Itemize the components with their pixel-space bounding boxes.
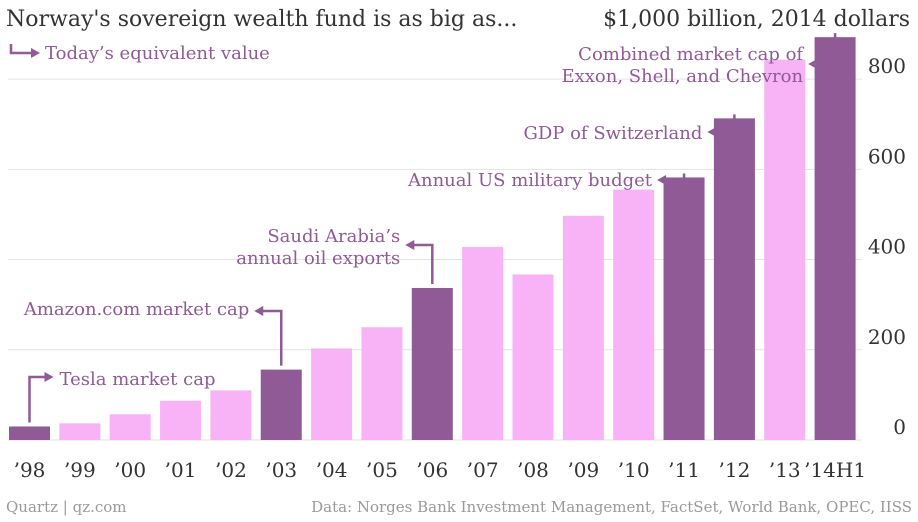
unit-label: $1,000 billion, 2014 dollars	[603, 7, 910, 32]
x-axis: ’98 ’99 ’00 ’01 ’02 ’03 ’04 ’05 ’06 ’07 ’08 ’09 ’10 ’…	[14, 458, 866, 482]
x-tick-label: ’05	[366, 458, 398, 482]
x-tick-label: ’07	[467, 458, 499, 482]
bar	[210, 390, 252, 440]
annotation-label: GDP of Switzerland	[523, 123, 702, 144]
legend-arrow-icon	[9, 44, 33, 55]
x-tick-label: ’09	[567, 458, 599, 482]
arrowhead-icon	[657, 175, 667, 185]
bar	[462, 246, 504, 440]
annotation-leader	[664, 173, 686, 182]
bars	[9, 37, 856, 441]
x-tick-label: ’02	[215, 458, 247, 482]
x-tick-label: ’00	[114, 458, 146, 482]
arrowhead-icon	[707, 127, 717, 137]
annotation-leader	[714, 114, 736, 134]
footer-source: Data: Norges Bank Investment Management,…	[311, 498, 912, 516]
x-tick-label: ’01	[165, 458, 197, 482]
bar	[764, 59, 806, 441]
annotations: Tesla market cap Amazon.com market cap Sau…	[23, 33, 837, 423]
x-tick-label: ’98	[14, 458, 46, 482]
x-tick-label: ’99	[64, 458, 96, 482]
bar	[613, 189, 655, 440]
annotation-leader	[412, 243, 434, 284]
bar	[512, 274, 554, 440]
legend-label: Today’s equivalent value	[45, 43, 270, 64]
x-tick-label: ’14H1	[804, 458, 866, 482]
annotation-label: Saudi Arabia’s	[267, 226, 400, 247]
legend: Today’s equivalent value	[9, 43, 270, 64]
annotation-label: Combined market cap of	[578, 44, 804, 65]
arrowhead-icon	[405, 240, 415, 250]
annotation-label: Exxon, Shell, and Chevron	[561, 66, 803, 87]
arrowhead-icon	[254, 306, 264, 316]
annotation-label: Amazon.com market cap	[23, 299, 249, 320]
y-axis: 0 200 400 600 800	[868, 54, 906, 439]
bar	[663, 177, 705, 440]
x-tick-label: ’03	[265, 458, 297, 482]
y-tick-label: 200	[868, 325, 906, 349]
bar	[9, 426, 50, 440]
bar	[814, 37, 856, 440]
y-tick-label: 400	[868, 235, 906, 259]
x-tick-label: ’12	[718, 458, 750, 482]
bar	[411, 287, 453, 440]
x-tick-label: ’06	[416, 458, 448, 482]
bar	[260, 369, 302, 440]
y-tick-label: 600	[868, 144, 906, 168]
x-tick-label: ’10	[618, 458, 650, 482]
x-tick-label: ’13	[769, 458, 801, 482]
arrowhead-icon	[808, 59, 818, 69]
bar	[562, 215, 604, 440]
y-tick-label: 800	[868, 54, 906, 78]
footer-credit: Quartz | qz.com	[6, 498, 127, 516]
annotation-label: Annual US military budget	[407, 170, 653, 191]
annotation-label: Tesla market cap	[60, 369, 216, 390]
arrowhead-icon	[44, 372, 54, 382]
x-tick-label: ’08	[517, 458, 549, 482]
x-tick-label: ’11	[668, 458, 700, 482]
bar	[160, 400, 202, 440]
chart-title: Norway's sovereign wealth fund is as big…	[6, 7, 517, 32]
annotation-label: annual oil exports	[236, 248, 400, 269]
bar	[59, 423, 101, 440]
annotation-leader	[261, 309, 283, 366]
legend-arrowhead-icon	[31, 48, 40, 58]
bar	[713, 118, 755, 440]
bar	[109, 414, 151, 440]
y-tick-label: 0	[893, 415, 906, 439]
annotation-leader	[815, 33, 837, 66]
bar	[311, 348, 353, 440]
bar	[361, 327, 403, 440]
x-tick-label: ’04	[316, 458, 348, 482]
annotation-leader	[28, 375, 46, 423]
